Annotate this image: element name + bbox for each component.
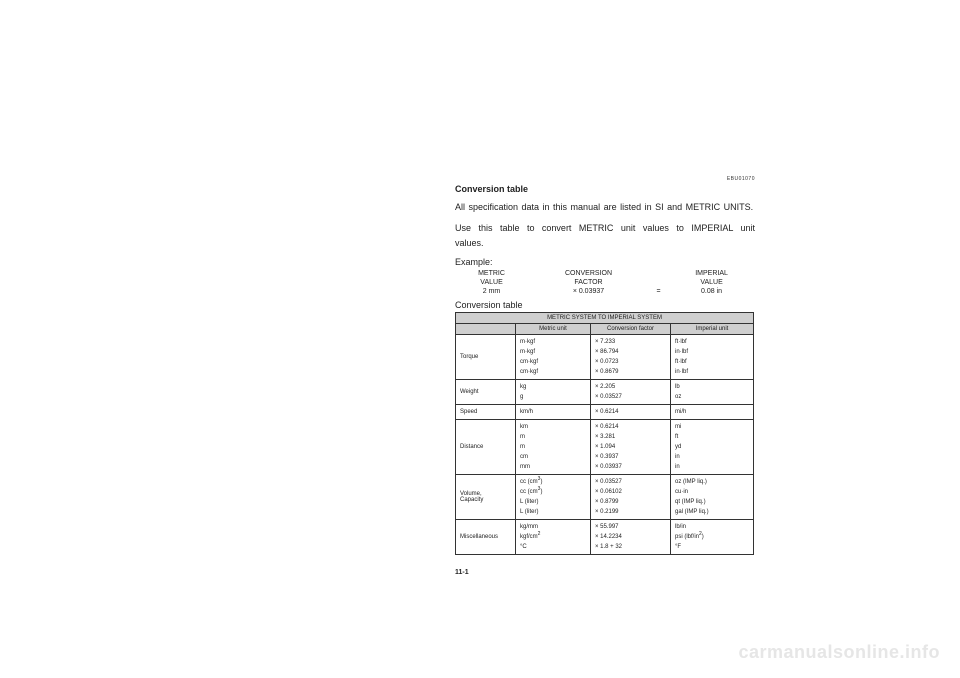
conversion-table-label: Conversion table [455, 300, 755, 310]
cell-imperial: miftydinin [671, 420, 754, 475]
document-page: EBU01070 Conversion table All specificat… [455, 176, 755, 555]
cell-metric: kgg [516, 380, 591, 405]
table-row: 2 mm × 0.03937 = 0.08 in [455, 287, 755, 296]
cell-imperial: mi/h [671, 405, 754, 420]
cell: 2 mm [455, 287, 528, 296]
cell [649, 269, 668, 278]
cell-factor: × 0.6214 [591, 405, 671, 420]
cell-category: Torque [456, 335, 516, 380]
section-heading: Conversion table [455, 184, 755, 194]
cell: VALUE [668, 278, 755, 287]
table-row: Distancekmmmcmmm× 0.6214× 3.281× 1.094× … [456, 420, 754, 475]
table-title: METRIC SYSTEM TO IMPERIAL SYSTEM [456, 313, 754, 324]
table-row: Weightkgg× 2.205× 0.03527lboz [456, 380, 754, 405]
example-table: METRIC CONVERSION IMPERIAL VALUE FACTOR … [455, 269, 755, 296]
conversion-table: METRIC SYSTEM TO IMPERIAL SYSTEM Metric … [455, 312, 754, 555]
watermark: carmanualsonline.info [738, 642, 940, 663]
header-imperial: Imperial unit [671, 324, 754, 335]
cell: = [649, 287, 668, 296]
cell: 0.08 in [668, 287, 755, 296]
paragraph-2: Use this table to convert METRIC unit va… [455, 221, 755, 251]
paragraph-1: All specification data in this manual ar… [455, 200, 755, 215]
table-row: VALUE FACTOR VALUE [455, 278, 755, 287]
table-row: Torquem·kgfm·kgfcm·kgfcm·kgf× 7.233× 86.… [456, 335, 754, 380]
header-factor: Conversion factor [591, 324, 671, 335]
table-row: Miscellaneouskg/mmkgf/cm2°C× 55.997× 14.… [456, 520, 754, 555]
cell-category: Volume,Capacity [456, 475, 516, 520]
table-row: Speedkm/h× 0.6214mi/h [456, 405, 754, 420]
cell-metric: kmmmcmmm [516, 420, 591, 475]
cell: IMPERIAL [668, 269, 755, 278]
example-label: Example: [455, 257, 755, 267]
cell-imperial: lboz [671, 380, 754, 405]
cell-factor: × 7.233× 86.794× 0.0723× 0.8679 [591, 335, 671, 380]
cell-metric: km/h [516, 405, 591, 420]
cell-category: Weight [456, 380, 516, 405]
cell: CONVERSION [528, 269, 649, 278]
table-row: METRIC CONVERSION IMPERIAL [455, 269, 755, 278]
cell-factor: × 55.997× 14.2234× 1.8 + 32 [591, 520, 671, 555]
cell: METRIC [455, 269, 528, 278]
cell-metric: cc (cm3)cc (cm3)L (liter)L (liter) [516, 475, 591, 520]
cell: FACTOR [528, 278, 649, 287]
page-number: 11-1 [455, 569, 469, 576]
cell-imperial: ft·lbfin·lbfft·lbfin·lbf [671, 335, 754, 380]
header-empty [456, 324, 516, 335]
cell-metric: m·kgfm·kgfcm·kgfcm·kgf [516, 335, 591, 380]
cell-category: Speed [456, 405, 516, 420]
table-header-row: Metric unit Conversion factor Imperial u… [456, 324, 754, 335]
cell: × 0.03937 [528, 287, 649, 296]
cell-imperial: oz (IMP liq.)cu·inqt (IMP liq.)gal (IMP … [671, 475, 754, 520]
cell-factor: × 2.205× 0.03527 [591, 380, 671, 405]
cell-category: Distance [456, 420, 516, 475]
cell-metric: kg/mmkgf/cm2°C [516, 520, 591, 555]
cell-factor: × 0.6214× 3.281× 1.094× 0.3937× 0.03937 [591, 420, 671, 475]
cell-factor: × 0.03527× 0.06102× 0.8799× 0.2199 [591, 475, 671, 520]
cell: VALUE [455, 278, 528, 287]
cell [649, 278, 668, 287]
cell-category: Miscellaneous [456, 520, 516, 555]
table-title-row: METRIC SYSTEM TO IMPERIAL SYSTEM [456, 313, 754, 324]
cell-imperial: lb/inpsi (lbf/in2)°F [671, 520, 754, 555]
table-row: Volume,Capacitycc (cm3)cc (cm3)L (liter)… [456, 475, 754, 520]
reference-code: EBU01070 [455, 176, 755, 182]
header-metric: Metric unit [516, 324, 591, 335]
